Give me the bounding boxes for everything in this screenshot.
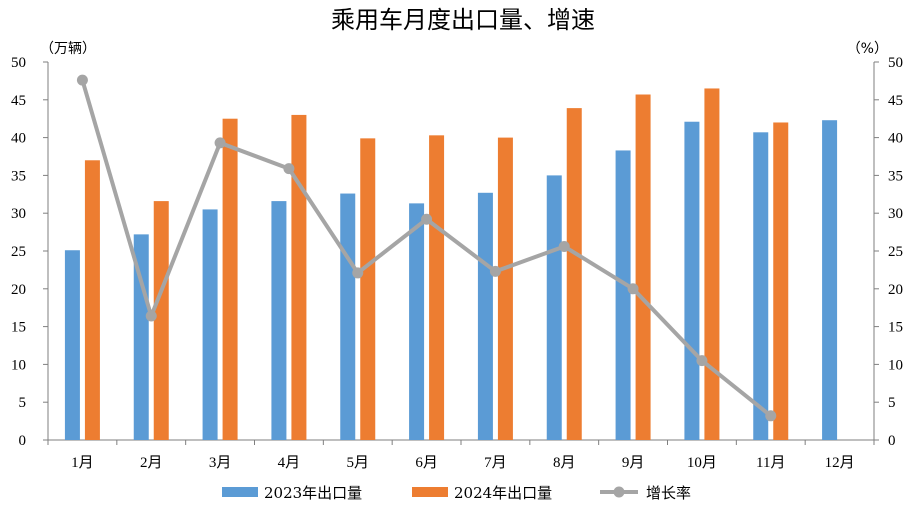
bar-2024 [635, 94, 651, 441]
legend-swatch [613, 486, 625, 498]
bar-2024 [360, 138, 376, 440]
growth-rate-point [352, 267, 364, 279]
right-tick-label: 0 [888, 433, 896, 449]
legend-swatch [412, 487, 448, 497]
legend: 2023年出口量 2024年出口量 增长率 [222, 484, 691, 502]
growth-rate-point [145, 310, 157, 322]
x-tick-label: 2月 [140, 455, 163, 471]
left-tick-label: 50 [11, 55, 26, 71]
bar-2024 [291, 114, 307, 441]
growth-rate-point [214, 137, 226, 149]
left-axis-unit: （万辆） [40, 41, 96, 57]
legend-label: 增长率 [646, 484, 691, 502]
x-tick-label: 3月 [209, 455, 232, 471]
growth-rate-point [421, 213, 433, 225]
left-tick-label: 20 [11, 282, 26, 298]
bar-2023 [133, 234, 149, 440]
left-tick-label: 45 [11, 93, 26, 109]
bar-2023 [64, 250, 80, 440]
left-tick-label: 35 [11, 168, 26, 184]
x-tick-label: 8月 [553, 455, 576, 471]
x-tick-label: 1月 [71, 455, 94, 471]
legend-label: 2023年出口量 [264, 484, 362, 502]
bar-2024 [153, 201, 169, 440]
bar-2024 [429, 135, 445, 440]
growth-rate-point [765, 410, 777, 422]
left-tick-label: 40 [11, 131, 26, 147]
left-tick-label: 15 [11, 320, 26, 336]
bar-2023 [202, 209, 218, 440]
left-tick-label: 5 [19, 395, 27, 411]
growth-rate-point [76, 74, 88, 86]
bar-2023 [546, 175, 562, 440]
legend-swatch [222, 487, 258, 497]
bar-2023 [340, 193, 356, 440]
x-tick-label: 5月 [346, 455, 369, 471]
bar-2024 [497, 137, 513, 440]
bar-2023 [822, 120, 838, 440]
plot-area: 0 5 10 15 20 25 30 35 40 45 50 0 5 10 15 20 25 30 35 40 45 50… [11, 55, 903, 471]
x-tick-label: 12月 [825, 455, 855, 471]
bar-2023 [271, 201, 287, 440]
left-tick-label: 25 [11, 244, 26, 260]
right-tick-label: 45 [888, 93, 903, 109]
growth-rate-point [558, 240, 570, 252]
bar-2024 [566, 108, 582, 440]
right-tick-label: 40 [888, 131, 903, 147]
bar-2023 [615, 150, 631, 440]
bar-2023 [753, 132, 769, 441]
growth-rate-point [696, 355, 708, 367]
x-tick-label: 11月 [756, 455, 785, 471]
right-tick-label: 30 [888, 206, 903, 222]
bar-2023 [409, 203, 425, 440]
left-tick-label: 30 [11, 206, 26, 222]
bar-2024 [222, 118, 238, 440]
right-tick-label: 20 [888, 282, 903, 298]
growth-rate-point [489, 265, 501, 277]
right-tick-label: 50 [888, 55, 903, 71]
left-tick-label: 0 [19, 433, 27, 449]
right-tick-label: 10 [888, 357, 903, 373]
x-tick-label: 7月 [484, 455, 507, 471]
x-tick-label: 10月 [687, 455, 717, 471]
right-tick-label: 15 [888, 320, 903, 336]
growth-rate-point [627, 283, 639, 295]
x-tick-label: 9月 [622, 455, 645, 471]
growth-rate-line [80, 79, 773, 418]
x-tick-label: 4月 [278, 455, 301, 471]
left-tick-label: 10 [11, 357, 26, 373]
bar-2023 [477, 192, 493, 440]
right-axis-unit: （%） [847, 41, 888, 57]
growth-rate-point [283, 163, 295, 175]
right-tick-label: 25 [888, 244, 903, 260]
bar-2024 [84, 160, 100, 440]
right-tick-label: 5 [888, 395, 896, 411]
bar-2024 [704, 88, 720, 441]
bar-2023 [684, 121, 700, 440]
chart-title: 乘用车月度出口量、增速 [331, 6, 595, 34]
bar-2024 [773, 122, 789, 440]
legend-label: 2024年出口量 [454, 484, 552, 502]
x-tick-label: 6月 [415, 455, 438, 471]
right-tick-label: 35 [888, 168, 903, 184]
